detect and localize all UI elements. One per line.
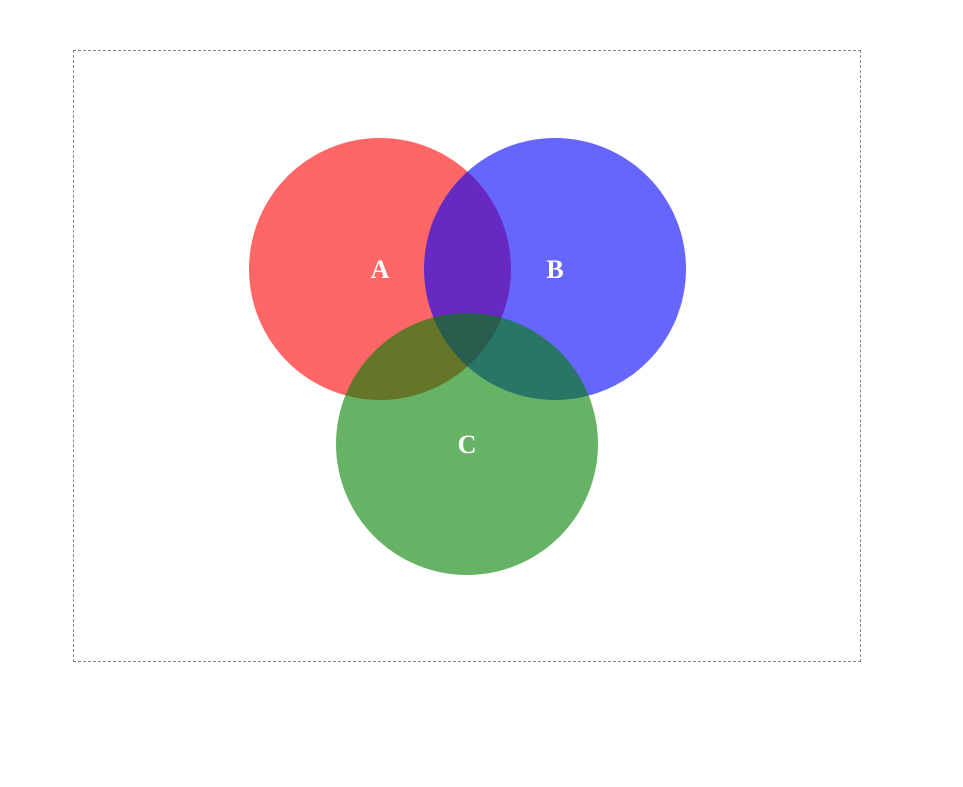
set-c-label: C <box>458 430 477 459</box>
set-b-label: B <box>546 255 563 284</box>
set-c-circle <box>336 313 598 575</box>
diagram-frame <box>73 50 861 662</box>
set-a-label: A <box>371 255 390 284</box>
